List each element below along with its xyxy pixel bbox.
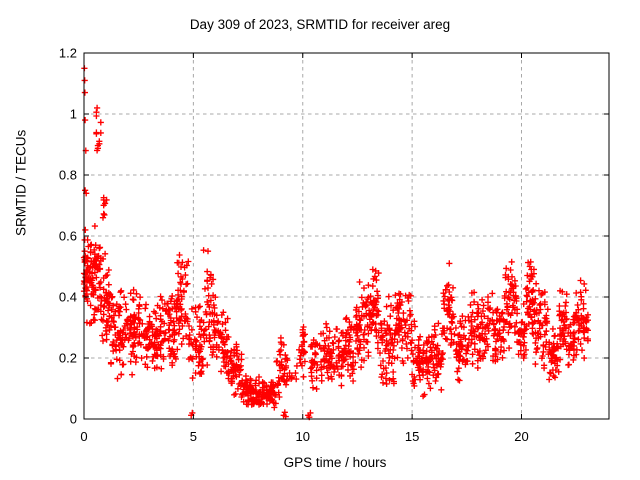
y-tick-label: 0.4 xyxy=(59,290,77,305)
plot-border xyxy=(83,52,610,420)
y-tick-label: 1 xyxy=(70,107,77,122)
x-tick-labels: 0 5 10 15 20 xyxy=(80,429,528,444)
scatter-points xyxy=(80,65,591,421)
y-tick-labels: 0 0.2 0.4 0.6 0.8 1 1.2 xyxy=(59,46,77,427)
x-tick-label: 15 xyxy=(405,429,419,444)
y-tick-label: 0 xyxy=(70,412,77,427)
y-tick-label: 1.2 xyxy=(59,46,77,61)
x-tick-label: 5 xyxy=(190,429,197,444)
x-tick-label: 0 xyxy=(80,429,87,444)
x-tick-label: 10 xyxy=(296,429,310,444)
x-tick-label: 20 xyxy=(514,429,528,444)
chart-title: Day 309 of 2023, SRMTID for receiver are… xyxy=(189,17,451,32)
y-tick-label: 0.6 xyxy=(59,229,77,244)
x-axis-label: GPS time / hours xyxy=(283,455,387,470)
y-tick-label: 0.2 xyxy=(59,351,77,366)
y-tick-label: 0.8 xyxy=(59,168,77,183)
